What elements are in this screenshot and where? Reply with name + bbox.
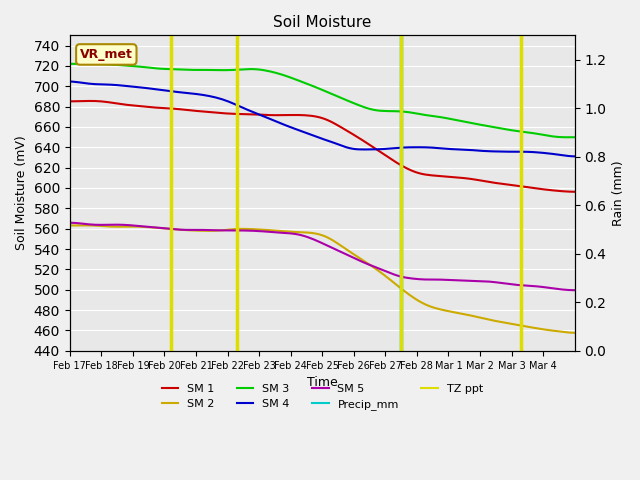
SM 4 xyxy=(479,148,486,154)
SM 5 xyxy=(346,253,353,259)
Line: SM 3: SM 3 xyxy=(70,64,575,137)
SM 3 xyxy=(545,133,553,139)
SM 5 xyxy=(393,273,401,278)
SM 2 xyxy=(482,316,490,322)
SM 5 xyxy=(479,278,486,284)
SM 3 xyxy=(564,134,572,140)
Y-axis label: Rain (mm): Rain (mm) xyxy=(612,160,625,226)
X-axis label: Time: Time xyxy=(307,376,338,389)
SM 2 xyxy=(171,227,179,232)
SM 2 xyxy=(66,223,74,228)
Y-axis label: Soil Moisture (mV): Soil Moisture (mV) xyxy=(15,136,28,251)
SM 5 xyxy=(571,288,579,293)
SM 4 xyxy=(346,145,353,151)
SM 1 xyxy=(482,179,490,184)
SM 4 xyxy=(209,94,216,100)
Line: SM 4: SM 4 xyxy=(70,82,575,156)
SM 1 xyxy=(88,98,96,104)
SM 2 xyxy=(212,228,220,234)
SM 4 xyxy=(168,88,175,94)
Precip_mm xyxy=(397,348,405,354)
SM 5 xyxy=(545,285,553,291)
Text: VR_met: VR_met xyxy=(80,48,132,61)
Line: SM 5: SM 5 xyxy=(70,223,575,290)
Title: Soil Moisture: Soil Moisture xyxy=(273,15,371,30)
SM 3 xyxy=(393,108,401,114)
Line: SM 1: SM 1 xyxy=(70,101,575,192)
SM 4 xyxy=(545,151,553,156)
SM 5 xyxy=(168,226,175,232)
SM 4 xyxy=(66,79,74,84)
Precip_mm xyxy=(397,105,405,111)
SM 2 xyxy=(82,222,90,228)
SM 1 xyxy=(349,131,356,137)
SM 3 xyxy=(571,134,579,140)
SM 3 xyxy=(209,67,216,73)
SM 2 xyxy=(548,328,556,334)
SM 1 xyxy=(571,189,579,195)
SM 4 xyxy=(393,145,401,151)
SM 3 xyxy=(479,122,486,128)
SM 2 xyxy=(571,330,579,336)
SM 3 xyxy=(66,61,74,67)
SM 5 xyxy=(66,220,74,226)
SM 1 xyxy=(66,98,74,104)
Line: SM 2: SM 2 xyxy=(70,225,575,333)
SM 1 xyxy=(171,106,179,112)
TZ ppt xyxy=(167,105,175,111)
SM 3 xyxy=(346,98,353,104)
SM 1 xyxy=(396,162,404,168)
SM 1 xyxy=(212,110,220,116)
SM 2 xyxy=(349,251,356,256)
TZ ppt xyxy=(167,348,175,354)
SM 2 xyxy=(396,285,404,290)
SM 4 xyxy=(571,154,579,159)
SM 3 xyxy=(168,66,175,72)
SM 1 xyxy=(548,188,556,193)
SM 5 xyxy=(209,228,216,233)
Legend: SM 1, SM 2, SM 3, SM 4, SM 5, Precip_mm, TZ ppt: SM 1, SM 2, SM 3, SM 4, SM 5, Precip_mm,… xyxy=(157,379,487,415)
